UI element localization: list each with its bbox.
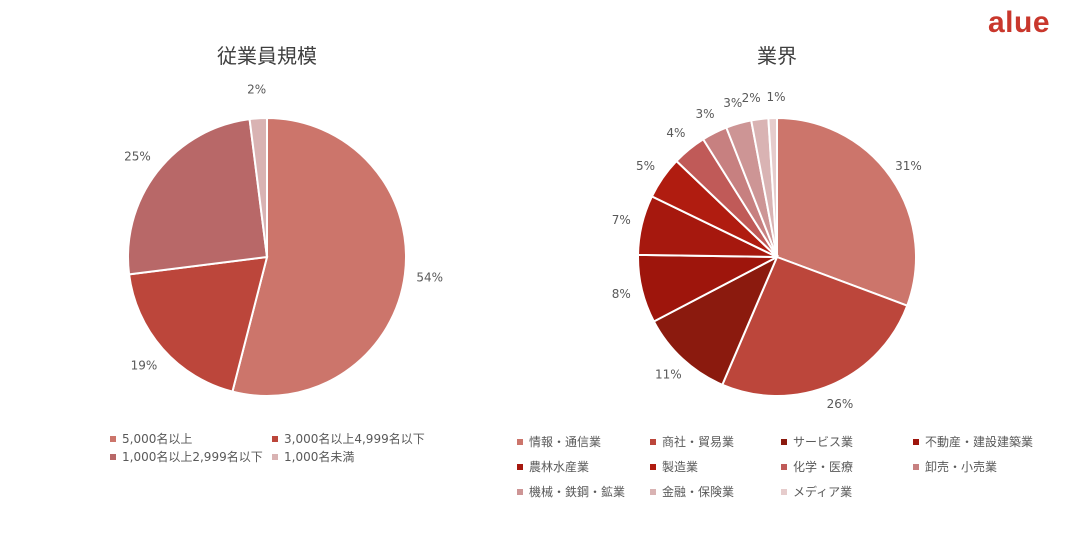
- pie-slice: [767, 116, 778, 258]
- slice-value-label: 2%: [742, 91, 761, 105]
- slice-value-label: 25%: [124, 149, 151, 163]
- legend-entry: 卸売・小売業: [913, 458, 997, 475]
- legend-entry: 1,000名以上2,999名以下: [110, 448, 263, 465]
- legend-label: 農林水産業: [529, 460, 590, 474]
- slice-value-label: 11%: [655, 367, 682, 381]
- legend-entry: 化学・医療: [781, 458, 853, 475]
- pie-slice: [720, 255, 909, 397]
- legend-swatch: [110, 453, 116, 460]
- slice-value-label: 3%: [723, 96, 742, 110]
- legend-entry: メディア業: [781, 483, 852, 500]
- slice-value-label: 8%: [612, 287, 631, 301]
- legend-label: 1,000名以上2,999名以下: [122, 450, 263, 464]
- legend-swatch: [913, 463, 919, 470]
- legend-label: 情報・通信業: [529, 435, 602, 449]
- slice-value-label: 26%: [827, 397, 854, 411]
- pie-slice: [231, 116, 407, 397]
- legend-label: 金融・保険業: [662, 485, 735, 499]
- legend-swatch: [517, 463, 523, 470]
- brand-logo: alue: [988, 6, 1051, 39]
- legend-swatch: [650, 488, 656, 495]
- legend-entry: 機械・鉄鋼・鉱業: [517, 483, 625, 500]
- legend-swatch: [110, 435, 116, 442]
- slice-value-label: 2%: [247, 82, 266, 96]
- chart-title-company-size: 従業員規模: [217, 44, 317, 68]
- legend-swatch: [781, 463, 787, 470]
- legend-label: 化学・医療: [793, 460, 854, 474]
- legend-swatch: [517, 488, 523, 495]
- legend-label: 機械・鉄鋼・鉱業: [529, 485, 626, 499]
- slice-value-label: 5%: [636, 159, 655, 173]
- legend-entry: 金融・保険業: [650, 483, 734, 500]
- legend-entry: 情報・通信業: [517, 433, 601, 450]
- legend-entry: 1,000名未満: [272, 448, 354, 465]
- legend-entry: 製造業: [650, 458, 698, 475]
- legend-label: 1,000名未満: [284, 450, 355, 464]
- legend-entry: 5,000名以上: [110, 430, 192, 447]
- pie-slice: [127, 255, 269, 393]
- legend-entry: 商社・貿易業: [650, 433, 734, 450]
- legend-entry: 3,000名以上4,999名以下: [272, 430, 425, 447]
- legend-swatch: [272, 453, 278, 460]
- chart-title-industry: 業界: [757, 44, 797, 68]
- legend-label: 5,000名以上: [122, 432, 193, 446]
- legend-swatch: [517, 438, 523, 445]
- legend-entry: サービス業: [781, 433, 853, 450]
- legend-label: 卸売・小売業: [925, 460, 998, 474]
- legend-swatch: [650, 463, 656, 470]
- slice-value-label: 31%: [895, 159, 922, 173]
- legend-swatch: [272, 435, 278, 442]
- pie-slice: [248, 116, 268, 258]
- legend-label: 不動産・建設建築業: [925, 435, 1034, 449]
- legend-swatch: [913, 438, 919, 445]
- slice-value-label: 54%: [416, 271, 443, 285]
- slice-value-label: 3%: [696, 107, 715, 121]
- legend-swatch: [781, 438, 787, 445]
- legend-swatch: [650, 438, 656, 445]
- legend-entry: 農林水産業: [517, 458, 589, 475]
- slice-value-label: 19%: [131, 358, 158, 372]
- legend-label: メディア業: [793, 485, 853, 499]
- pie-slice: [127, 117, 269, 276]
- pie-slice: [776, 116, 917, 307]
- pie-company-size: 54% 19% 25% 2%: [124, 82, 443, 397]
- legend-swatch: [781, 488, 787, 495]
- slice-value-label: 1%: [767, 90, 786, 104]
- legend-label: 3,000名以上4,999名以下: [284, 432, 425, 446]
- legend-entry: 不動産・建設建築業: [913, 433, 1033, 450]
- pie-industry: 31%26%11%8%7%5%4%3%3% 2% 1%: [612, 90, 922, 411]
- legend-label: 商社・貿易業: [662, 435, 735, 449]
- legend-label: 製造業: [662, 460, 699, 474]
- pie-slice: [652, 254, 780, 387]
- slice-value-label: 7%: [612, 213, 631, 227]
- slice-value-label: 4%: [666, 126, 685, 140]
- legend-label: サービス業: [793, 435, 854, 449]
